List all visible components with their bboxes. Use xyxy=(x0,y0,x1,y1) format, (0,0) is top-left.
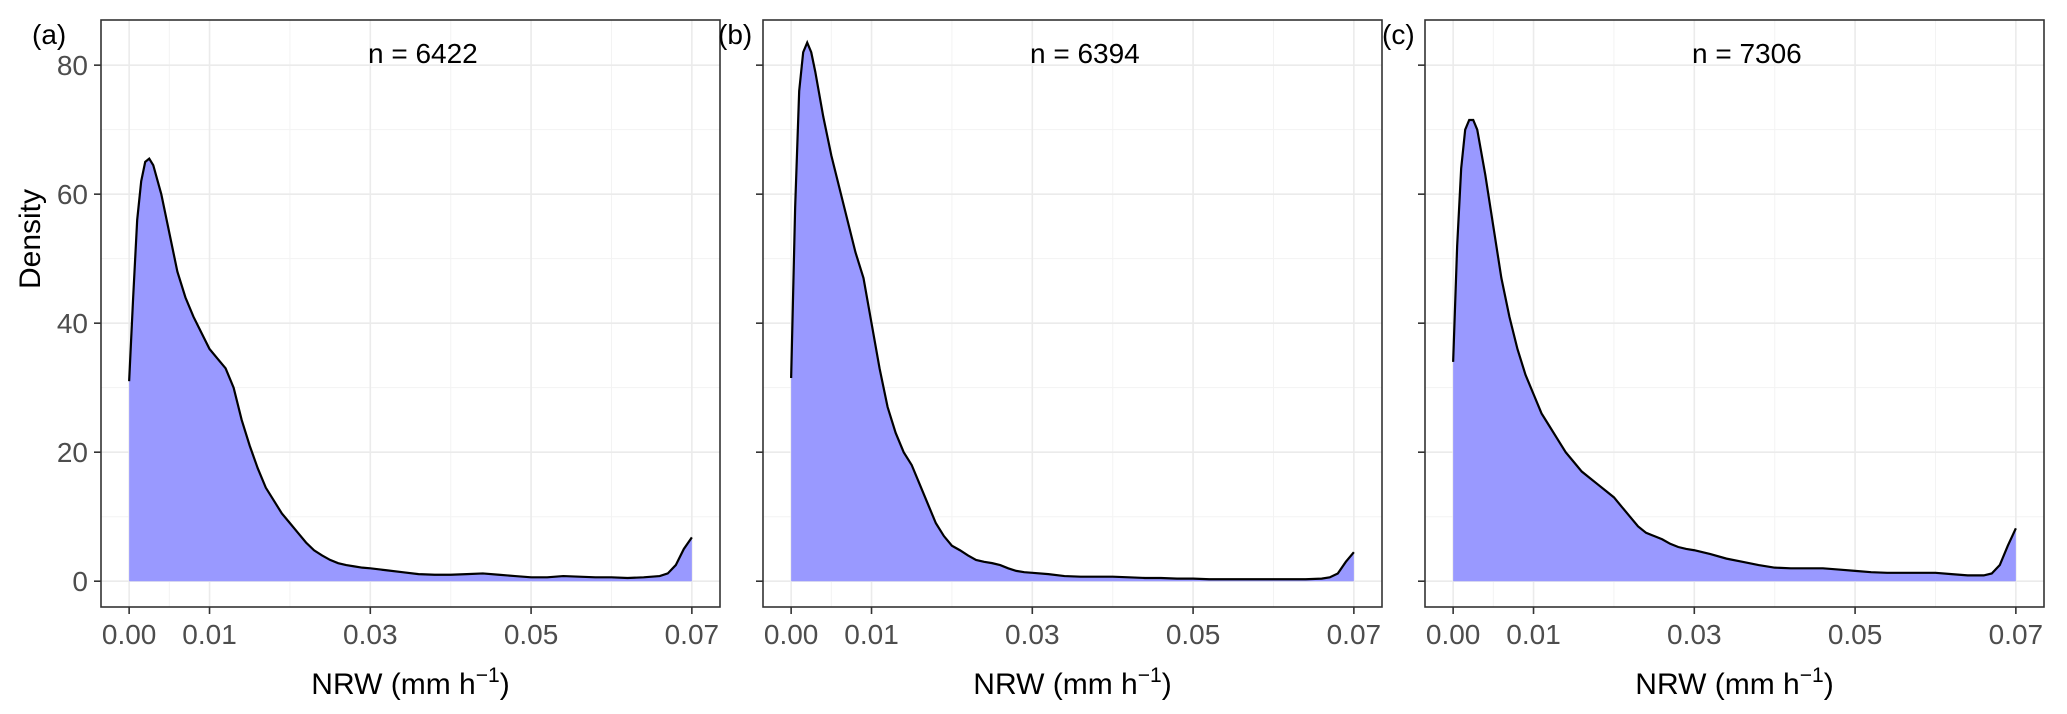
x-axis-title-sup: −1 xyxy=(1138,664,1162,687)
y-tick-label: 0 xyxy=(72,566,88,597)
x-axis-title: NRW (mm h−1) xyxy=(1635,664,1833,701)
x-tick-label: 0.05 xyxy=(504,619,559,650)
x-tick-label: 0.07 xyxy=(1327,619,1382,650)
y-axis-title: Density xyxy=(14,189,47,289)
x-tick-label: 0.00 xyxy=(764,619,819,650)
panel-b: 0.00 0.01 0.03 0.05 0.07 (b) n = 6394 NRW (mm h… xyxy=(718,19,1383,701)
x-axis-title-main: NRW (mm h xyxy=(1635,668,1799,701)
x-axis-title-main: NRW (mm h xyxy=(311,668,475,701)
y-tick-label: 40 xyxy=(57,308,88,339)
x-tick-label: 0.01 xyxy=(844,619,899,650)
x-axis-title-main: NRW (mm h xyxy=(973,668,1137,701)
density-line xyxy=(790,39,1355,581)
x-axis-title-close: ) xyxy=(500,668,510,701)
panel-border xyxy=(1424,19,2045,608)
x-axis-title-sup: −1 xyxy=(476,664,500,687)
sample-size-label: n = 6394 xyxy=(1030,38,1140,69)
y-tick-label: 20 xyxy=(57,437,88,468)
density-area xyxy=(1453,119,2016,582)
x-tick-label: 0.07 xyxy=(1989,619,2044,650)
panel-border xyxy=(762,19,1383,608)
density-area xyxy=(129,158,692,582)
sample-size-label: n = 7306 xyxy=(1692,38,1802,69)
x-tick-label: 0.05 xyxy=(1166,619,1221,650)
density-line xyxy=(1452,118,2017,577)
x-tick-label: 0.00 xyxy=(102,619,157,650)
x-tick-label: 0.03 xyxy=(1005,619,1060,650)
panel-label: (a) xyxy=(32,19,66,50)
y-tick-label: 60 xyxy=(57,179,88,210)
x-tick-label: 0.03 xyxy=(1667,619,1722,650)
x-tick-label: 0.00 xyxy=(1426,619,1481,650)
panel-label: (c) xyxy=(1382,19,1415,50)
x-tick-label: 0.01 xyxy=(1506,619,1561,650)
density-area xyxy=(791,42,1354,582)
sample-size-label: n = 6422 xyxy=(368,38,478,69)
panel-border xyxy=(100,19,721,608)
panels: 0.00 0.01 0.03 0.05 0.07 0 20 40 60 80(a) n = 6422… xyxy=(32,19,2045,701)
x-axis-title-sup: −1 xyxy=(1800,664,1824,687)
panel-c: 0.00 0.01 0.03 0.05 0.07 (c) n = 7306 NRW (mm h… xyxy=(1382,19,2045,701)
x-axis-title: NRW (mm h−1) xyxy=(973,664,1171,701)
panel-label: (b) xyxy=(718,19,752,50)
x-tick-label: 0.07 xyxy=(665,619,720,650)
x-axis-title-close: ) xyxy=(1824,668,1834,701)
density-line xyxy=(128,157,693,580)
x-tick-label: 0.03 xyxy=(343,619,398,650)
x-tick-label: 0.01 xyxy=(182,619,237,650)
panel-a: 0.00 0.01 0.03 0.05 0.07 0 20 40 60 80(a) n = 6422… xyxy=(32,19,721,701)
x-axis-title: NRW (mm h−1) xyxy=(311,664,509,701)
y-tick-label: 80 xyxy=(57,50,88,81)
x-tick-label: 0.05 xyxy=(1828,619,1883,650)
x-axis-title-close: ) xyxy=(1162,668,1172,701)
